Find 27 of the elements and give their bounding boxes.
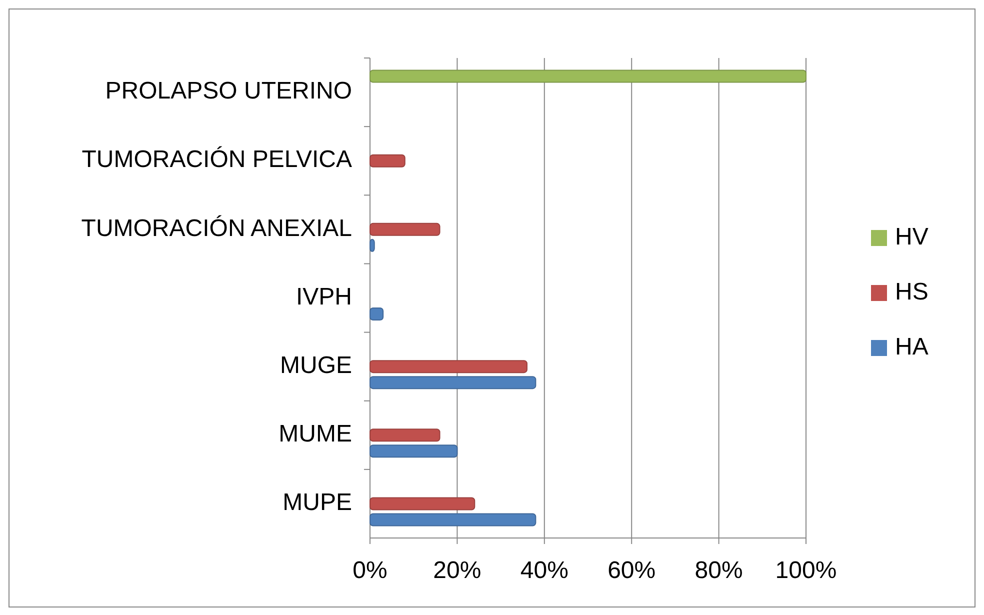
x-tick-label: 0% — [352, 557, 388, 584]
x-tick-label: 40% — [520, 557, 568, 584]
bar — [370, 222, 440, 236]
y-tick-label: TUMORACIÓN ANEXIAL — [81, 214, 352, 242]
legend-label: HV — [895, 223, 928, 250]
bar — [370, 513, 536, 526]
y-tick-label: MUME — [278, 420, 352, 448]
legend-label: HS — [895, 278, 928, 306]
x-tick-label: 80% — [694, 557, 743, 584]
x-tick-label: 100% — [775, 557, 837, 584]
y-tick-label: MUPE — [282, 489, 352, 516]
bar — [370, 444, 458, 458]
x-tick-label: 20% — [433, 557, 482, 584]
bar — [370, 308, 384, 320]
bar — [370, 70, 806, 83]
y-tick-label: TUMORACIÓN PELVICA — [82, 146, 352, 174]
bar — [370, 154, 406, 168]
y-tick-label: IVPH — [296, 283, 352, 310]
bar — [370, 497, 476, 510]
y-tick-label: MUGE — [280, 352, 352, 379]
x-tick-label: 60% — [608, 557, 656, 584]
bar — [370, 238, 375, 252]
bar — [370, 376, 536, 390]
bar — [370, 360, 528, 374]
bar — [370, 428, 440, 442]
y-tick-label: PROLAPSO UTERINO — [105, 78, 352, 105]
legend-label: HA — [895, 333, 928, 360]
